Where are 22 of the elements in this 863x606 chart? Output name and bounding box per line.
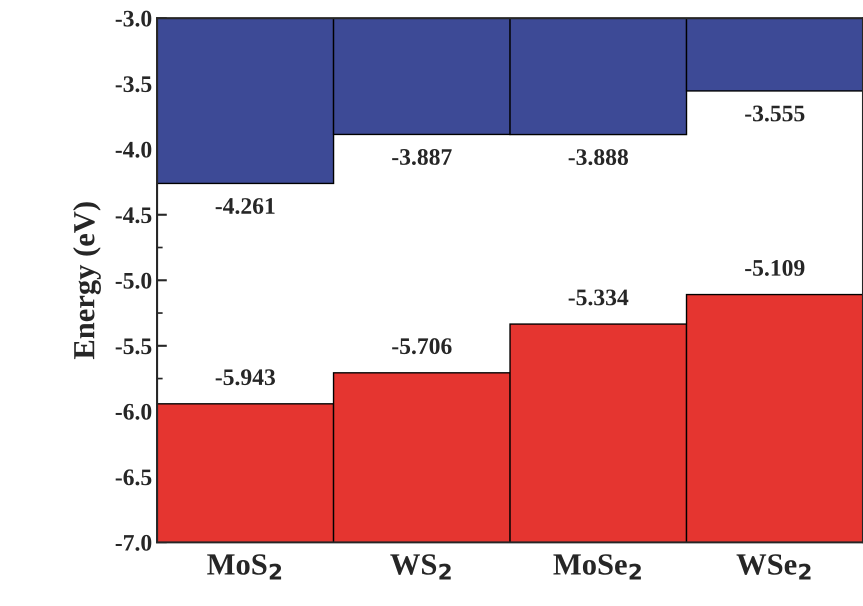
x-tick-label: MoS$_{2}$ — [207, 554, 282, 580]
y-tick-label: -6.0 — [116, 404, 152, 420]
data-label: -5.706 — [392, 338, 452, 354]
x-tick-label: MoSe$_{2}$ — [553, 554, 641, 580]
data-label: -3.888 — [568, 149, 628, 166]
y-tick-label: -3.0 — [116, 10, 152, 27]
y-tick-label: -7.0 — [116, 534, 152, 551]
y-tick-label: -6.5 — [116, 469, 152, 486]
y-tick-label: -5.0 — [116, 272, 152, 289]
y-axis-title: Energy (eV) — [72, 202, 101, 360]
x-tick-label: WS$_{2}$ — [390, 554, 451, 580]
y-tick-label: -5.5 — [116, 338, 152, 354]
data-label: -5.334 — [568, 289, 628, 306]
x-tick-label: WSe$_{2}$ — [736, 554, 811, 580]
data-label: -3.555 — [745, 106, 804, 122]
data-label: -3.887 — [392, 148, 452, 166]
y-tick-label: -4.5 — [116, 207, 152, 224]
y-tick-label: -3.5 — [116, 76, 152, 92]
data-label: -5.943 — [216, 369, 275, 386]
data-label: -4.261 — [216, 198, 275, 214]
data-label: -5.109 — [745, 260, 804, 276]
y-tick-label: -4.0 — [116, 142, 152, 158]
